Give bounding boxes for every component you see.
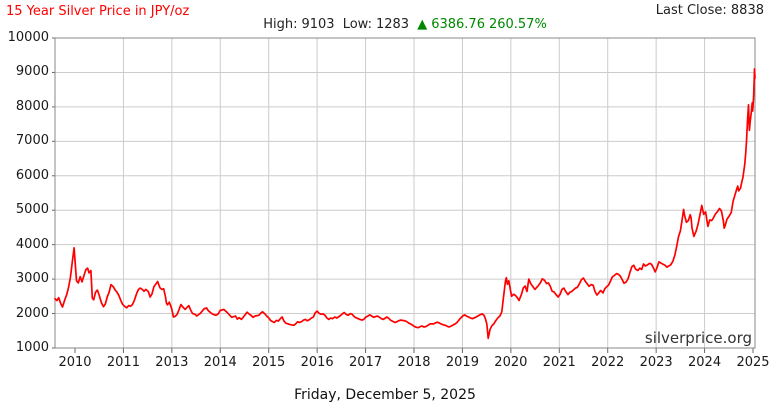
high-low-stats: High: 9103 Low: 1283 ▲ 6386.76 260.57% — [55, 17, 755, 32]
change-value: 6386.76 — [431, 17, 485, 32]
x-axis-label: 2023 — [639, 355, 673, 370]
x-axis-label: 2018 — [397, 355, 431, 370]
x-axis-label: 2014 — [203, 355, 237, 370]
x-axis-label: 2024 — [688, 355, 722, 370]
low-label: Low: — [342, 17, 372, 32]
low-value: 1283 — [375, 17, 410, 32]
chart-title: 15 Year Silver Price in JPY/oz — [6, 4, 190, 19]
watermark: silverprice.org — [644, 329, 752, 347]
y-axis-label: 4000 — [15, 236, 49, 252]
x-axis-label: 2015 — [252, 355, 286, 370]
x-axis-label: 2025 — [736, 355, 770, 370]
x-axis-label: 2021 — [542, 355, 576, 370]
y-axis-label: 10000 — [7, 30, 49, 45]
x-axis-label: 2016 — [300, 355, 334, 370]
y-axis-label: 3000 — [15, 271, 49, 287]
y-axis-label: 1000 — [15, 340, 49, 355]
x-axis-label: 2011 — [106, 355, 140, 370]
x-axis-label: 2017 — [349, 355, 383, 370]
y-axis-label: 8000 — [15, 98, 49, 114]
change-percent: 260.57% — [488, 17, 547, 32]
x-axis-label: 2022 — [591, 355, 625, 370]
chart-date: Friday, December 5, 2025 — [294, 387, 476, 403]
x-axis-label: 2020 — [494, 355, 528, 370]
y-axis-label: 7000 — [15, 133, 49, 149]
y-axis-label: 6000 — [15, 167, 49, 183]
last-close-label: Last Close: 8838 — [655, 3, 764, 18]
y-axis-label: 2000 — [15, 305, 49, 321]
x-axis-label: 2013 — [155, 355, 189, 370]
up-arrow-icon: ▲ — [417, 17, 428, 32]
y-axis-label: 9000 — [15, 64, 49, 80]
x-axis-label: 2010 — [58, 355, 92, 370]
y-axis-label: 5000 — [15, 202, 49, 218]
high-label: High: — [263, 17, 298, 32]
high-value: 9103 — [301, 17, 335, 32]
x-axis-label: 2019 — [445, 355, 479, 370]
